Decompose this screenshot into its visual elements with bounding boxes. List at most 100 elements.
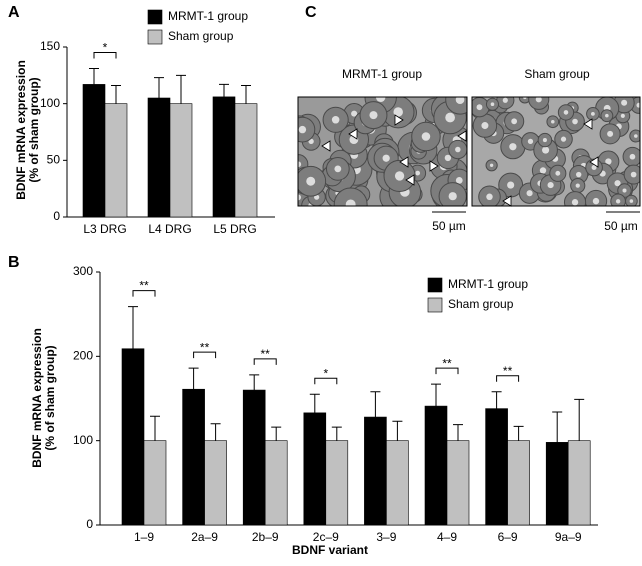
- x-axis-title: BDNF variant: [292, 543, 368, 557]
- nucleus: [331, 115, 340, 124]
- nucleus: [486, 193, 493, 201]
- nucleus: [572, 118, 578, 125]
- nucleus: [298, 194, 302, 201]
- significance-bracket: [435, 367, 459, 375]
- nucleus: [351, 110, 358, 117]
- nucleus: [539, 167, 547, 174]
- image-frame: [471, 96, 641, 207]
- y-tick-label: 150: [40, 39, 60, 53]
- nucleus: [555, 170, 561, 176]
- image-caption: Sham group: [524, 67, 590, 81]
- nucleus: [306, 176, 316, 186]
- significance-bracket: [496, 375, 520, 382]
- legend-label: MRMT-1 group: [448, 277, 528, 291]
- legend-label: Sham group: [448, 297, 514, 311]
- nucleus: [607, 130, 614, 137]
- scale-label: 50 µm: [432, 219, 466, 233]
- significance-bracket: [193, 351, 217, 359]
- nucleus: [502, 97, 508, 103]
- panel-label: C: [305, 4, 317, 21]
- significance-label: *: [323, 366, 328, 380]
- y-tick-label: 0: [86, 517, 93, 531]
- bar: [446, 440, 470, 526]
- error-bar: [188, 367, 199, 390]
- nucleus: [634, 134, 638, 138]
- bar: [82, 84, 106, 218]
- bar: [204, 440, 227, 526]
- error-bar: [176, 74, 186, 104]
- error-bar: [249, 374, 260, 391]
- significance-label: **: [503, 364, 513, 378]
- bar: [143, 440, 167, 526]
- nucleus: [614, 180, 621, 187]
- legend-swatch: [427, 297, 443, 313]
- error-bar: [154, 77, 164, 98]
- nucleus: [629, 199, 634, 203]
- nucleus: [421, 132, 431, 141]
- nucleus: [298, 125, 307, 134]
- image-frame: [297, 96, 468, 207]
- nucleus: [620, 113, 625, 118]
- error-bar: [370, 391, 381, 418]
- x-tick-label: 2c–9: [313, 530, 339, 544]
- nucleus: [445, 112, 455, 123]
- nucleus: [571, 199, 579, 206]
- x-tick-label: 2a–9: [191, 530, 218, 544]
- significance-label: *: [103, 41, 108, 55]
- error-bar: [128, 306, 138, 349]
- nucleus: [605, 113, 609, 118]
- nucleus: [489, 163, 494, 167]
- bar: [485, 408, 508, 526]
- nucleus: [629, 153, 636, 160]
- significance-label: **: [442, 356, 452, 370]
- nucleus: [547, 181, 554, 189]
- bar: [121, 348, 145, 526]
- nucleus: [511, 118, 518, 125]
- nucleus: [621, 99, 628, 106]
- nucleus: [592, 197, 600, 205]
- nucleus: [591, 111, 595, 116]
- error-bar: [219, 83, 229, 97]
- bar: [325, 440, 349, 526]
- nucleus: [444, 154, 452, 162]
- nucleus: [622, 188, 627, 193]
- y-tick-label: 100: [73, 433, 93, 447]
- bar: [182, 388, 205, 526]
- significance-label: **: [261, 347, 271, 361]
- nucleus: [542, 138, 547, 143]
- error-bar: [552, 411, 563, 443]
- bar: [242, 389, 266, 526]
- error-bar: [453, 424, 463, 441]
- error-bar: [150, 415, 160, 441]
- micrograph: [472, 97, 640, 206]
- error-bar: [491, 391, 502, 409]
- significance-label: **: [139, 279, 149, 293]
- y-axis-title: BDNF mRNA expression: [14, 60, 28, 200]
- nucleus: [334, 165, 342, 173]
- scale-label: 50 µm: [604, 219, 638, 233]
- nucleus: [369, 111, 378, 120]
- bar: [104, 103, 128, 218]
- x-tick-label: 1–9: [134, 530, 154, 544]
- nucleus: [415, 170, 421, 176]
- significance-bracket: [93, 52, 117, 59]
- legend-swatch: [147, 9, 163, 25]
- nucleus: [563, 110, 569, 115]
- x-tick-label: 3–9: [376, 530, 396, 544]
- cell: [563, 191, 587, 206]
- error-bar: [431, 383, 441, 407]
- nucleus: [490, 102, 495, 107]
- legend-label: MRMT-1 group: [168, 9, 248, 23]
- cell: [298, 116, 316, 143]
- x-tick-label: 9a–9: [555, 530, 582, 544]
- error-bar: [392, 420, 403, 441]
- image-caption: MRMT-1 group: [342, 67, 422, 81]
- nucleus: [509, 143, 517, 151]
- bar: [234, 103, 258, 218]
- nucleus: [455, 146, 461, 153]
- x-tick-label: L3 DRG: [83, 222, 126, 236]
- nucleus: [542, 146, 550, 154]
- legend-swatch: [427, 277, 443, 293]
- nucleus: [393, 107, 403, 117]
